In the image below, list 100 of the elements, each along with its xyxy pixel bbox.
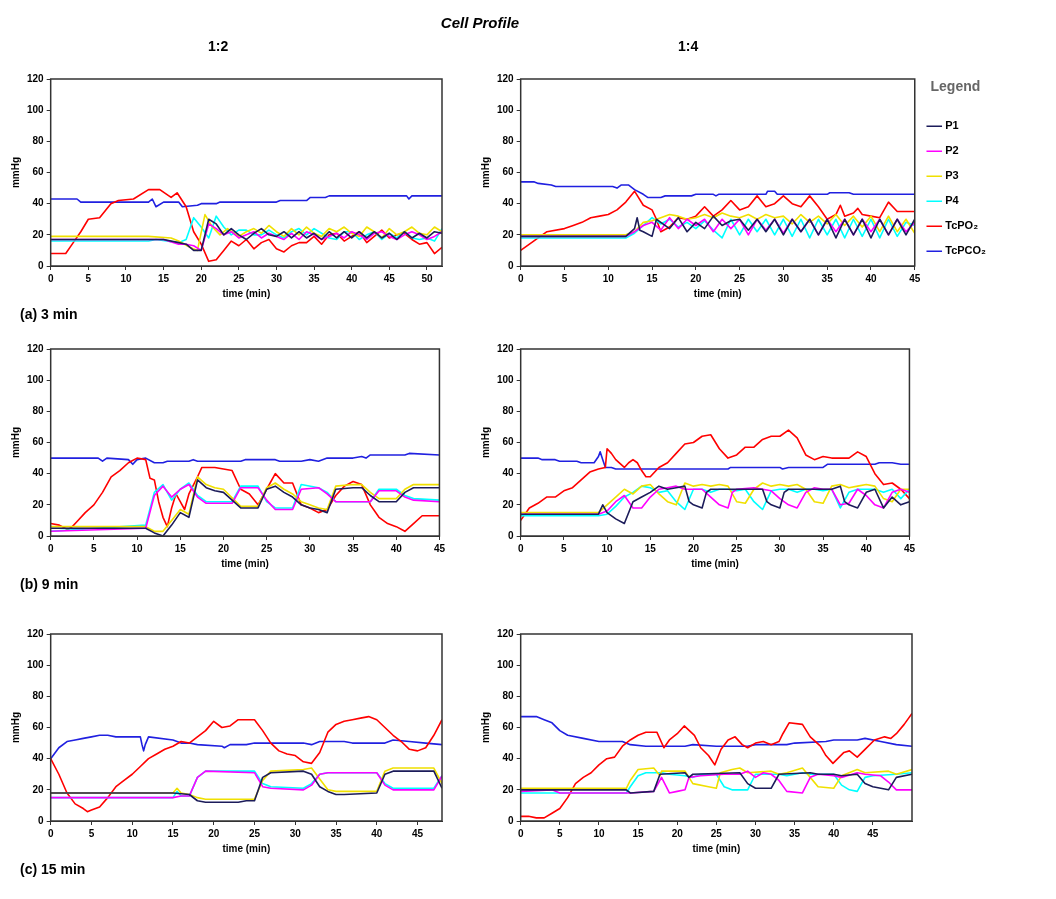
y-tick-label: 80 — [32, 690, 45, 702]
x-tick-label: 45 — [411, 827, 424, 839]
x-tick-label: 45 — [433, 542, 446, 554]
x-tick-label: 40 — [828, 827, 840, 839]
x-tick-label: 20 — [208, 827, 220, 839]
y-axis-title: mmHg — [479, 156, 491, 189]
x-tick-label: 45 — [867, 827, 879, 839]
y-tick-label: 120 — [27, 342, 45, 354]
x-tick-label: 5 — [561, 272, 568, 284]
y-axis-title: mmHg — [9, 156, 21, 189]
y-tick-label: 20 — [32, 498, 45, 510]
y-tick-label: 40 — [502, 467, 515, 479]
y-tick-label: 40 — [32, 197, 45, 209]
x-tick-label: 10 — [126, 827, 139, 839]
x-tick-label: 35 — [347, 542, 360, 554]
x-tick-label: 0 — [47, 827, 54, 839]
chart-subtitle: 1:4 — [678, 38, 699, 54]
x-tick-label: 30 — [774, 542, 786, 554]
y-tick-label: 120 — [497, 627, 515, 639]
y-tick-label: 80 — [32, 135, 45, 147]
x-tick-label: 15 — [646, 272, 659, 284]
x-tick-label: 50 — [421, 272, 433, 284]
legend-label: P4 — [945, 194, 960, 207]
x-tick-label: 35 — [308, 272, 321, 284]
x-tick-label: 10 — [131, 542, 144, 554]
x-tick-label: 25 — [261, 542, 273, 554]
x-tick-label: 20 — [195, 272, 208, 284]
x-tick-label: 35 — [817, 542, 830, 554]
y-tick-label: 80 — [502, 135, 515, 147]
x-tick-label: 40 — [346, 272, 358, 284]
x-tick-label: 0 — [47, 542, 54, 554]
y-tick-label: 80 — [502, 405, 515, 417]
y-tick-label: 20 — [502, 228, 515, 240]
y-tick-label: 100 — [27, 658, 45, 670]
x-tick-label: 15 — [158, 272, 170, 284]
x-tick-label: 15 — [632, 827, 645, 839]
y-tick-label: 100 — [497, 103, 515, 115]
y-axis-title: mmHg — [9, 711, 21, 744]
x-tick-label: 5 — [557, 827, 564, 839]
y-tick-label: 40 — [32, 467, 45, 479]
y-tick-label: 100 — [27, 103, 45, 115]
y-tick-label: 100 — [27, 373, 45, 385]
y-tick-label: 0 — [38, 529, 45, 541]
x-tick-label: 5 — [88, 827, 95, 839]
x-tick-label: 25 — [233, 272, 245, 284]
x-tick-label: 30 — [289, 827, 302, 839]
y-tick-label: 20 — [502, 783, 515, 795]
y-tick-label: 60 — [502, 166, 515, 178]
x-tick-label: 20 — [687, 542, 700, 554]
text: (c) 15 min — [20, 861, 86, 877]
x-tick-label: 40 — [371, 827, 383, 839]
x-tick-label: 25 — [710, 827, 723, 839]
x-tick-label: 25 — [734, 272, 746, 284]
y-tick-label: 60 — [32, 721, 45, 733]
y-tick-label: 60 — [502, 721, 515, 733]
x-tick-label: 40 — [865, 272, 877, 284]
x-axis-title: time (min) — [691, 557, 739, 569]
x-tick-label: 35 — [821, 272, 834, 284]
x-tick-label: 5 — [85, 272, 92, 284]
x-tick-label: 30 — [777, 272, 790, 284]
x-tick-label: 0 — [517, 827, 524, 839]
y-tick-label: 120 — [497, 72, 515, 84]
x-tick-label: 15 — [174, 542, 187, 554]
y-axis-title: mmHg — [479, 426, 491, 459]
x-tick-label: 35 — [789, 827, 801, 839]
x-axis-title: time (min) — [692, 842, 741, 854]
y-tick-label: 80 — [32, 405, 45, 417]
y-tick-label: 80 — [502, 690, 515, 702]
x-tick-label: 45 — [909, 272, 921, 284]
x-axis-title: time (min) — [222, 287, 271, 299]
y-tick-label: 40 — [32, 752, 45, 764]
x-tick-label: 35 — [330, 827, 343, 839]
legend-title: Legend — [930, 77, 981, 94]
legend-label: TcPCO₂ — [945, 244, 987, 257]
x-tick-label: 5 — [561, 542, 568, 554]
x-axis-title: time (min) — [693, 287, 742, 299]
x-tick-label: 0 — [47, 272, 54, 284]
y-tick-label: 120 — [27, 72, 45, 84]
x-axis-title: time (min) — [222, 842, 271, 854]
x-tick-label: 40 — [390, 542, 403, 554]
y-tick-label: 120 — [497, 342, 515, 354]
y-tick-label: 20 — [502, 498, 515, 510]
y-tick-label: 0 — [38, 259, 45, 271]
x-tick-label: 30 — [304, 542, 316, 554]
y-tick-label: 60 — [32, 436, 45, 448]
y-tick-label: 100 — [497, 373, 515, 385]
x-tick-label: 0 — [517, 272, 524, 284]
x-axis-title: time (min) — [221, 557, 269, 569]
x-tick-label: 45 — [383, 272, 396, 284]
x-tick-label: 45 — [903, 542, 916, 554]
y-tick-label: 0 — [508, 529, 515, 541]
y-tick-label: 0 — [508, 814, 515, 826]
x-tick-label: 30 — [270, 272, 283, 284]
y-tick-label: 20 — [32, 228, 45, 240]
y-axis-title: mmHg — [9, 426, 21, 459]
y-tick-label: 100 — [497, 658, 515, 670]
x-tick-label: 10 — [593, 827, 605, 839]
x-tick-label: 25 — [731, 542, 743, 554]
legend-label: TcPO₂ — [945, 219, 979, 232]
legend-label: P2 — [945, 144, 959, 157]
